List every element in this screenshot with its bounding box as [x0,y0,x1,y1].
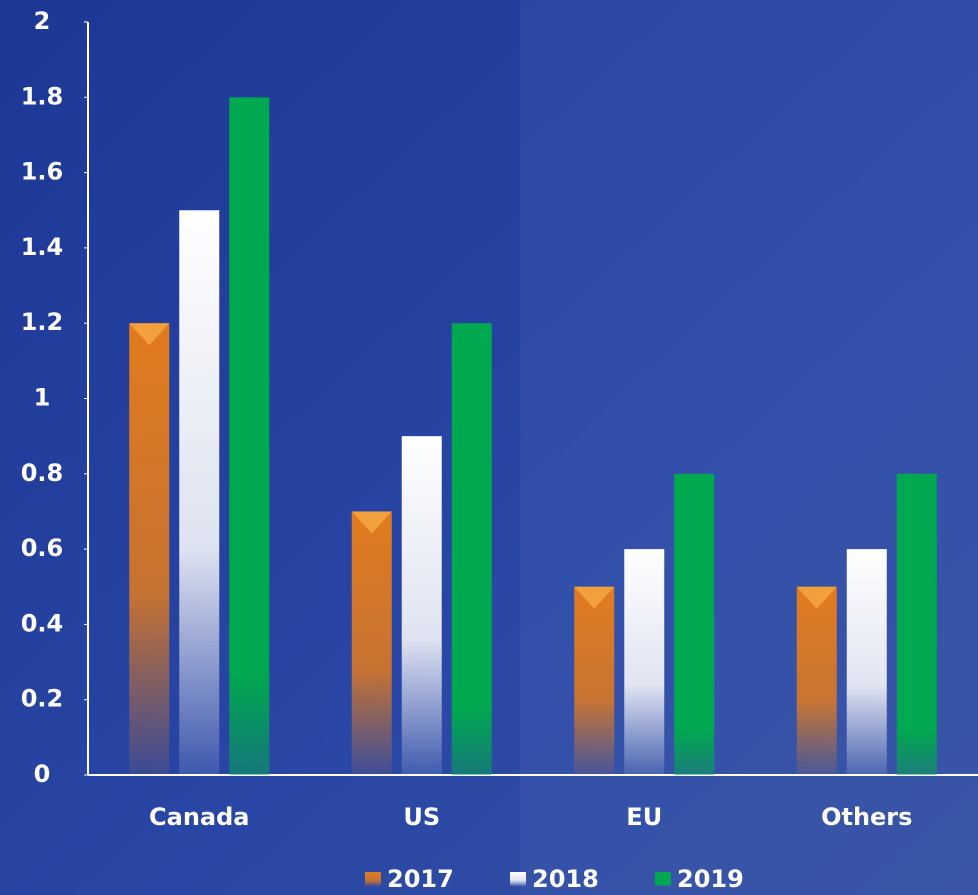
y-tick-label: 0 [34,760,51,788]
y-tick-label: 0.8 [21,459,64,487]
bar [129,323,169,775]
chart: 0 0.2 0.4 0.6 0.8 1 1.2 1.4 1.6 1.8 2 Canada US EU Oth… [0,0,978,895]
bar [452,323,492,775]
legend-marker [510,872,526,886]
bar [179,210,219,775]
bar [674,474,714,775]
bar [402,436,442,775]
bar [574,587,614,775]
y-tick-label: 1.6 [21,158,64,186]
legend-label: 2017 [387,865,454,893]
y-tick-label: 0.4 [21,609,64,637]
bar [624,549,664,775]
bar [229,97,269,775]
y-tick-label: 1.8 [21,82,64,110]
y-tick-label: 1.2 [21,308,64,336]
bar [352,511,392,775]
x-tick-label: US [403,803,440,831]
y-tick-label: 1.4 [21,233,64,261]
x-tick-label: Others [821,803,912,831]
legend-marker [655,872,671,886]
y-tick-label: 2 [34,7,51,35]
y-tick-label: 0.2 [21,685,64,713]
bar [897,474,937,775]
bar [797,587,837,775]
x-tick-label: EU [626,803,662,831]
legend-label: 2019 [677,865,744,893]
legend-marker [365,872,381,886]
x-tick-label: Canada [149,803,249,831]
legend-label: 2018 [532,865,599,893]
bar [847,549,887,775]
y-tick-label: 1 [34,384,51,412]
y-tick-label: 0.6 [21,534,64,562]
